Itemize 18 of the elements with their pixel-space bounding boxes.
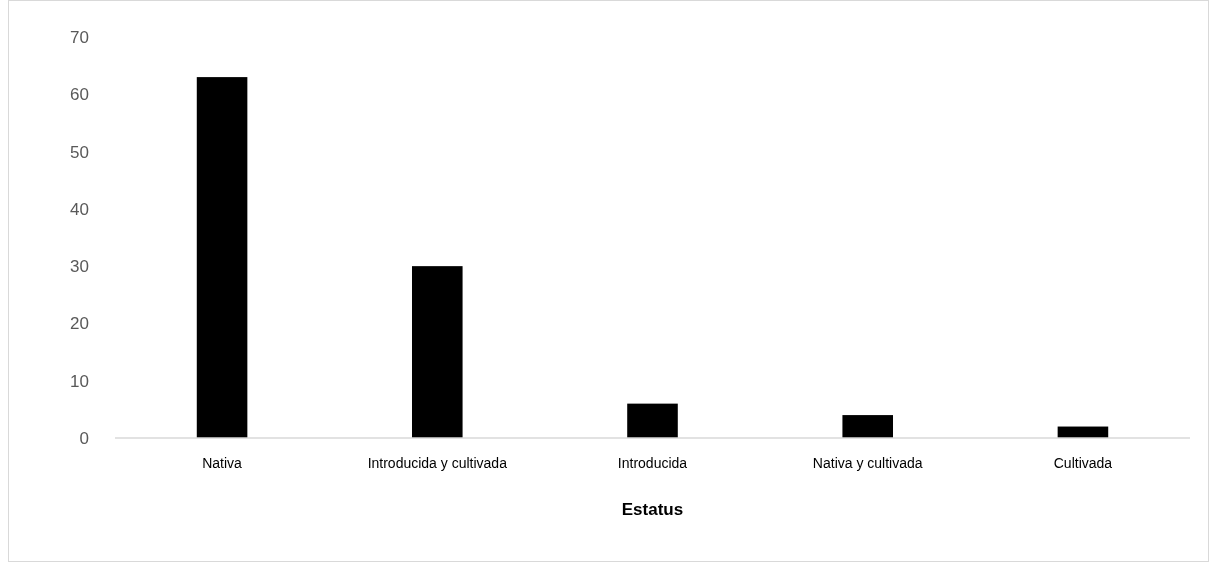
x-axis-title: Estatus	[621, 500, 684, 519]
x-tick-label: Cultivada	[1053, 455, 1113, 471]
x-tick-label: Nativa	[202, 455, 243, 471]
bar	[196, 77, 248, 438]
bar	[412, 266, 463, 438]
x-tick-label: Introducida y cultivada	[367, 455, 508, 471]
bar	[627, 403, 678, 438]
y-tick-label: 70	[70, 27, 89, 47]
y-tick-label: 0	[79, 428, 89, 448]
x-tick-label: Nativa y cultivada	[812, 455, 923, 471]
y-tick-label: 20	[70, 314, 89, 334]
x-tick-label: Introducida	[617, 455, 688, 471]
y-tick-label: 50	[70, 142, 89, 162]
bar	[842, 415, 893, 438]
y-tick-label: 40	[70, 199, 89, 219]
y-tick-label: 30	[70, 257, 89, 277]
y-tick-label: 10	[70, 371, 89, 391]
y-tick-label: 60	[70, 85, 89, 105]
